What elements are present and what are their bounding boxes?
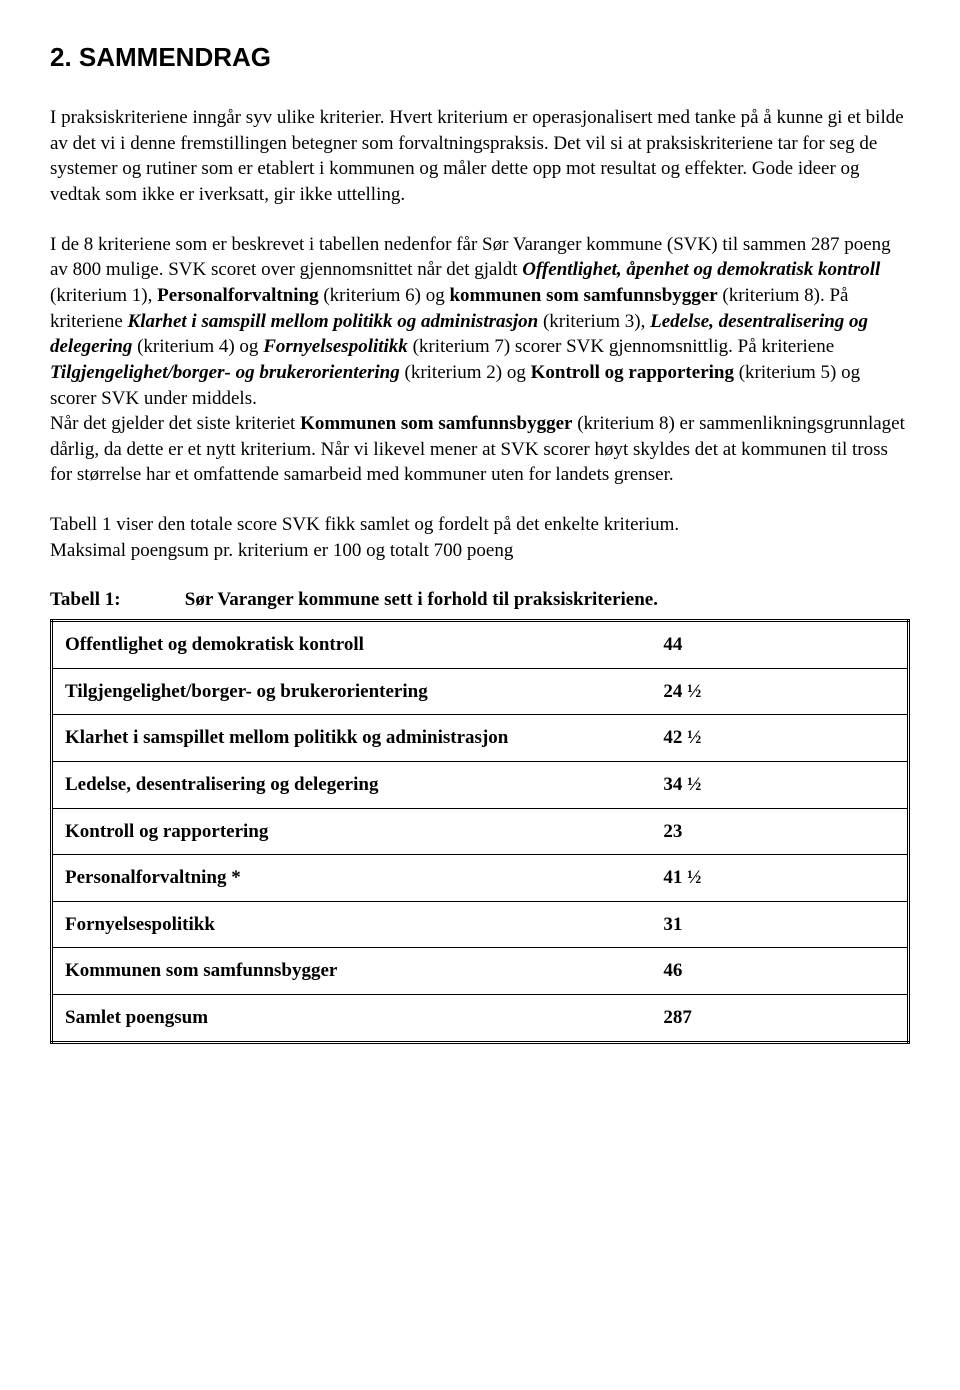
- criterion-value-cell: 42 ½: [651, 715, 908, 762]
- text: (kriterium 1),: [50, 285, 157, 306]
- text: (kriterium 7) scorer SVK gjennomsnittlig…: [408, 336, 834, 357]
- criterion-label-cell: Kontroll og rapportering: [52, 808, 652, 855]
- criterion-label-cell: Samlet poengsum: [52, 995, 652, 1043]
- criterion-label-cell: Personalforvaltning *: [52, 855, 652, 902]
- text: (kriterium 3),: [538, 311, 650, 332]
- paragraph-table-intro: Tabell 1 viser den totale score SVK fikk…: [50, 512, 910, 563]
- table-row: Tilgjengelighet/borger- og brukeroriente…: [52, 668, 909, 715]
- text: (kriterium 2) og: [400, 362, 531, 383]
- table-title-line: Tabell 1: Sør Varanger kommune sett i fo…: [50, 587, 910, 613]
- criterion-label-cell: Ledelse, desentralisering og delegering: [52, 761, 652, 808]
- criterion-value-cell: 41 ½: [651, 855, 908, 902]
- criterion-value-cell: 44: [651, 620, 908, 668]
- criterion-bolditalic: Offentlighet, åpenhet og demokratisk kon…: [522, 259, 880, 280]
- criterion-value-cell: 287: [651, 995, 908, 1043]
- text: (kriterium 4) og: [132, 336, 263, 357]
- criterion-bold: Personalforvaltning: [157, 285, 319, 306]
- section-heading: 2. SAMMENDRAG: [50, 40, 910, 75]
- table-row: Klarhet i samspillet mellom politikk og …: [52, 715, 909, 762]
- table-row: Offentlighet og demokratisk kontroll44: [52, 620, 909, 668]
- criterion-value-cell: 23: [651, 808, 908, 855]
- criterion-bold: Kommunen som samfunnsbygger: [300, 413, 572, 434]
- criterion-label-cell: Kommunen som samfunnsbygger: [52, 948, 652, 995]
- paragraph-criteria: I de 8 kriteriene som er beskrevet i tab…: [50, 232, 910, 488]
- text: I praksiskriteriene inngår syv ulike kri…: [50, 107, 904, 205]
- criterion-label-cell: Klarhet i samspillet mellom politikk og …: [52, 715, 652, 762]
- criterion-value-cell: 46: [651, 948, 908, 995]
- table-label: Tabell 1:: [50, 587, 180, 613]
- table-row: Personalforvaltning *41 ½: [52, 855, 909, 902]
- criterion-value-cell: 24 ½: [651, 668, 908, 715]
- table-row: Kontroll og rapportering23: [52, 808, 909, 855]
- table-row: Samlet poengsum287: [52, 995, 909, 1043]
- table-row: Kommunen som samfunnsbygger46: [52, 948, 909, 995]
- criteria-table: Offentlighet og demokratisk kontroll44Ti…: [50, 619, 910, 1044]
- criterion-bolditalic: Fornyelsespolitikk: [263, 336, 408, 357]
- criterion-label-cell: Fornyelsespolitikk: [52, 901, 652, 948]
- criterion-label-cell: Tilgjengelighet/borger- og brukeroriente…: [52, 668, 652, 715]
- criterion-bold: kommunen som samfunnsbygger: [449, 285, 717, 306]
- criterion-value-cell: 31: [651, 901, 908, 948]
- criterion-bolditalic: Klarhet i samspill mellom politikk og ad…: [128, 311, 539, 332]
- table-caption: Sør Varanger kommune sett i forhold til …: [185, 589, 658, 610]
- table-row: Fornyelsespolitikk31: [52, 901, 909, 948]
- text: Når det gjelder det siste kriteriet: [50, 413, 300, 434]
- criterion-bold: Kontroll og rapportering: [531, 362, 734, 383]
- text: Tabell 1 viser den totale score SVK fikk…: [50, 514, 679, 535]
- paragraph-intro: I praksiskriteriene inngår syv ulike kri…: [50, 105, 910, 208]
- criterion-value-cell: 34 ½: [651, 761, 908, 808]
- text: Maksimal poengsum pr. kriterium er 100 o…: [50, 540, 513, 561]
- criterion-label-cell: Offentlighet og demokratisk kontroll: [52, 620, 652, 668]
- text: (kriterium 6) og: [319, 285, 450, 306]
- table-row: Ledelse, desentralisering og delegering3…: [52, 761, 909, 808]
- criterion-bolditalic: Tilgjengelighet/borger- og brukeroriente…: [50, 362, 400, 383]
